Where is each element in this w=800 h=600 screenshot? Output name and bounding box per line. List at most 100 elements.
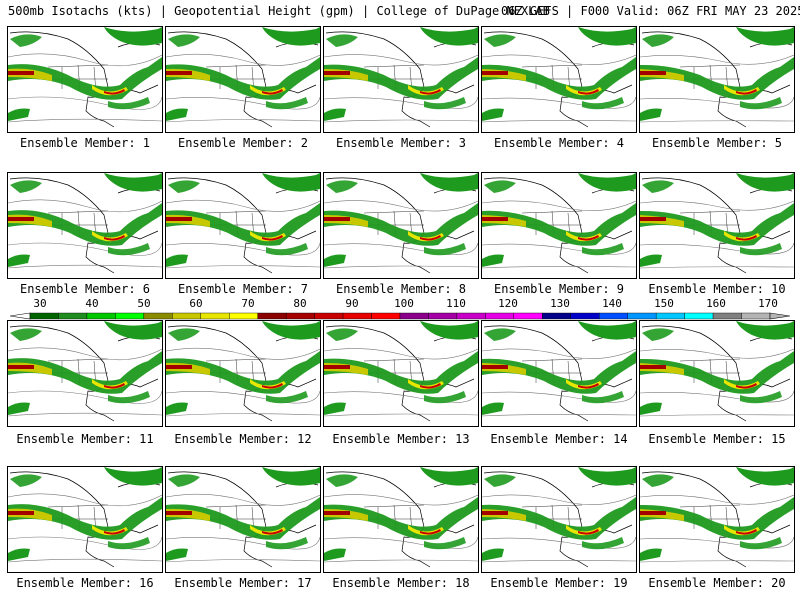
- ensemble-map-panel: [165, 466, 321, 573]
- isotach-map: [8, 173, 162, 274]
- jet-red: [104, 383, 125, 389]
- jet-green: [324, 57, 478, 100]
- colorbar-segment: [741, 312, 771, 320]
- jet-red: [736, 235, 757, 241]
- jet-red: [420, 529, 441, 535]
- ensemble-map-panel: [323, 172, 479, 279]
- isotach-map: [8, 27, 162, 128]
- jet-north-2: [10, 328, 42, 341]
- jet-green: [482, 57, 636, 100]
- jet-north: [104, 173, 162, 192]
- isotach-map: [166, 27, 320, 128]
- colorbar-segment: [200, 312, 230, 320]
- jet-core: [482, 217, 508, 221]
- jet-south: [266, 391, 308, 404]
- jet-core: [482, 511, 508, 515]
- jet-red: [420, 89, 441, 95]
- ensemble-member-label: Ensemble Member: 6: [19, 282, 151, 296]
- jet-south: [582, 97, 624, 110]
- height-contour: [640, 494, 794, 563]
- colorbar-segment: [712, 312, 742, 320]
- jet-south: [582, 391, 624, 404]
- ensemble-map-panel: [165, 172, 321, 279]
- jet-green: [640, 203, 794, 246]
- colorbar-tick-label: 120: [498, 297, 518, 310]
- ensemble-map-panel: [7, 466, 163, 573]
- colorbar-arrow-right: [769, 312, 790, 320]
- jet-north-2: [326, 180, 358, 193]
- jet-green: [324, 351, 478, 394]
- isotach-map: [8, 321, 162, 422]
- jet-sw: [324, 548, 346, 561]
- colorbar-segment: [513, 312, 543, 320]
- jet-sw: [324, 108, 346, 121]
- jet-red: [262, 235, 283, 241]
- ensemble-member-label: Ensemble Member: 7: [177, 282, 309, 296]
- colorbar-tick-label: 90: [345, 297, 359, 310]
- height-contour: [482, 348, 636, 417]
- colorbar-segment: [86, 312, 116, 320]
- jet-north-2: [168, 474, 200, 487]
- jet-north-2: [10, 180, 42, 193]
- colorbar-segment: [627, 312, 657, 320]
- ensemble-member-label: Ensemble Member: 5: [651, 136, 783, 150]
- ensemble-map-panel: [481, 172, 637, 279]
- colorbar-segment: [542, 312, 571, 320]
- jet-sw: [482, 254, 504, 267]
- ensemble-member-label: Ensemble Member: 13: [332, 432, 470, 446]
- jet-red: [420, 235, 441, 241]
- isotach-map: [482, 173, 636, 274]
- jet-north: [736, 321, 794, 340]
- height-contour: [8, 347, 162, 417]
- colorbar-segment: [143, 312, 173, 320]
- jet-core: [166, 217, 192, 221]
- ensemble-member-label: Ensemble Member: 14: [490, 432, 628, 446]
- jet-north-2: [642, 34, 674, 47]
- colorbar-tick-label: 140: [602, 297, 622, 310]
- jet-north: [578, 27, 636, 46]
- ensemble-map-panel: [639, 320, 795, 427]
- jet-north: [262, 467, 320, 486]
- jet-south: [424, 391, 466, 404]
- jet-green: [482, 351, 636, 394]
- ensemble-member-label: Ensemble Member: 9: [493, 282, 625, 296]
- height-contour: [482, 494, 636, 563]
- jet-red: [578, 89, 599, 95]
- jet-south: [108, 97, 150, 110]
- ensemble-member-label: Ensemble Member: 15: [648, 432, 786, 446]
- colorbar-segment: [599, 312, 628, 320]
- jet-red: [104, 529, 125, 535]
- jet-south: [424, 243, 466, 256]
- jet-red: [578, 235, 599, 241]
- jet-north: [420, 27, 478, 46]
- ensemble-member-label: Ensemble Member: 16: [16, 576, 154, 590]
- ensemble-member-label: Ensemble Member: 3: [335, 136, 467, 150]
- jet-south: [740, 537, 782, 550]
- ensemble-map-panel: [7, 172, 163, 279]
- jet-sw: [8, 548, 30, 561]
- jet-core: [324, 217, 350, 221]
- jet-north-2: [642, 180, 674, 193]
- jet-north: [578, 467, 636, 486]
- jet-red: [578, 529, 599, 535]
- jet-sw: [324, 254, 346, 267]
- ensemble-map-panel: [165, 26, 321, 133]
- jet-green: [640, 57, 794, 100]
- jet-north-2: [168, 34, 200, 47]
- jet-sw: [166, 108, 188, 121]
- height-contour: [324, 494, 478, 563]
- ensemble-map-panel: [639, 26, 795, 133]
- jet-north-2: [168, 328, 200, 341]
- colorbar-tick-label: 70: [241, 297, 255, 310]
- colorbar-tick-label: 100: [394, 297, 414, 310]
- jet-core: [8, 71, 34, 75]
- isotach-map: [482, 27, 636, 128]
- jet-north-2: [484, 474, 516, 487]
- isotach-map: [640, 173, 794, 274]
- jet-core: [8, 511, 34, 515]
- jet-north: [736, 27, 794, 46]
- isotach-map: [324, 27, 478, 128]
- jet-north: [104, 321, 162, 340]
- jet-red: [736, 529, 757, 535]
- jet-red: [262, 529, 283, 535]
